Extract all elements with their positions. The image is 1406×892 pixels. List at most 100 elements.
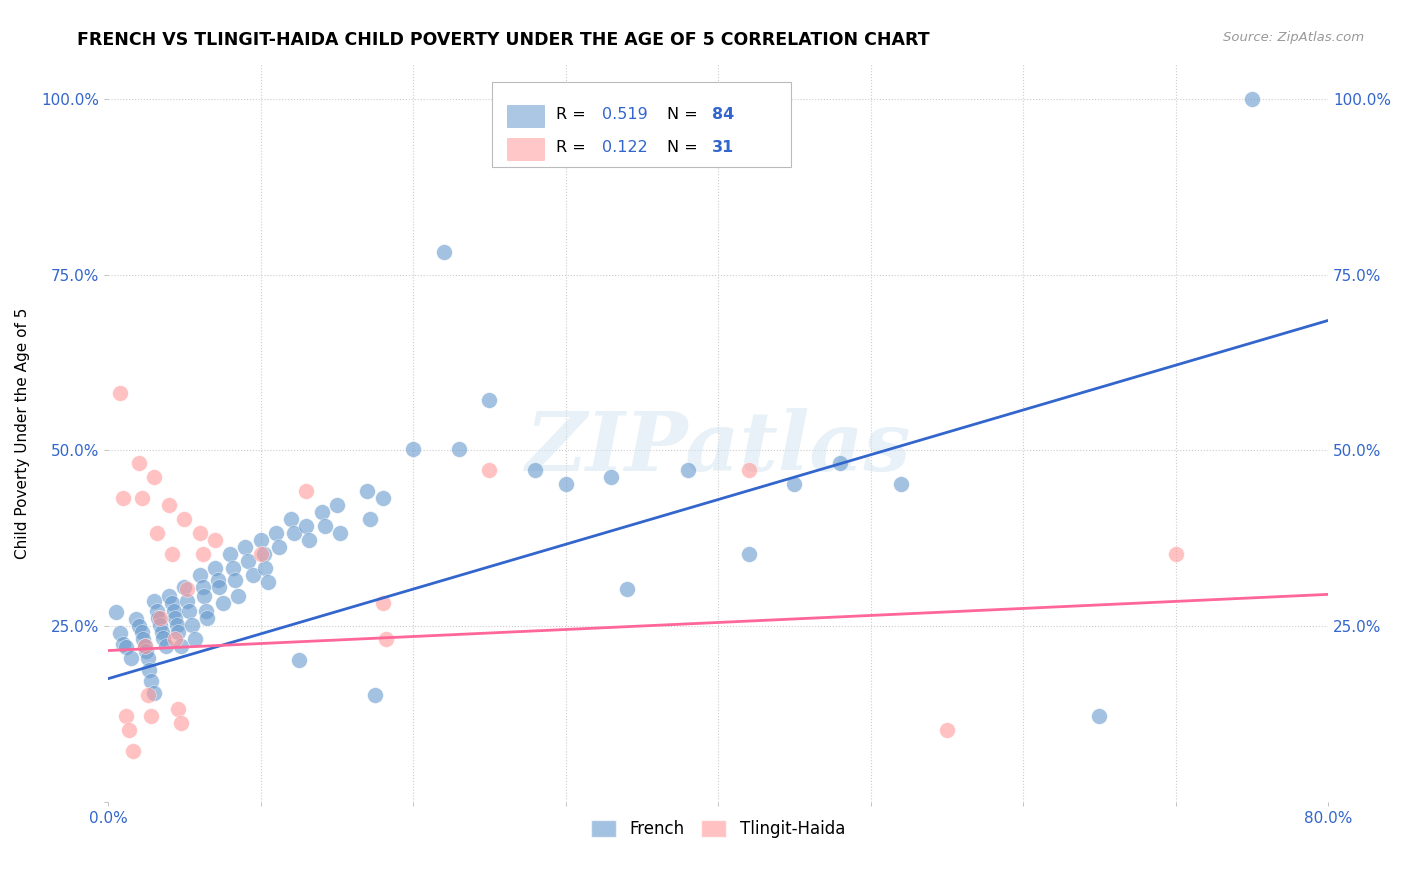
Text: ZIPatlas: ZIPatlas bbox=[526, 408, 911, 488]
Point bbox=[184, 632, 207, 646]
Point bbox=[222, 561, 245, 575]
Point bbox=[170, 715, 193, 730]
Point bbox=[152, 631, 174, 645]
Point bbox=[176, 582, 198, 597]
Point bbox=[176, 594, 198, 608]
Point bbox=[478, 392, 501, 407]
Point bbox=[173, 512, 195, 526]
Point bbox=[181, 617, 204, 632]
Point bbox=[264, 526, 287, 541]
Point bbox=[148, 610, 170, 624]
Point bbox=[146, 603, 169, 617]
Point bbox=[134, 639, 156, 653]
Text: 84: 84 bbox=[711, 107, 734, 121]
Point bbox=[298, 533, 321, 548]
Point bbox=[295, 519, 318, 533]
Point bbox=[110, 626, 132, 640]
Point bbox=[157, 498, 180, 512]
Point bbox=[132, 632, 155, 646]
Point bbox=[208, 580, 231, 594]
Point bbox=[524, 463, 547, 477]
Point bbox=[254, 561, 277, 575]
Point bbox=[194, 603, 217, 617]
Point bbox=[890, 477, 912, 491]
Point bbox=[267, 541, 290, 555]
Point bbox=[830, 456, 852, 470]
Point bbox=[149, 617, 172, 632]
Point bbox=[326, 498, 349, 512]
Text: R =: R = bbox=[555, 140, 591, 155]
Point bbox=[219, 547, 242, 561]
Bar bbox=[508, 137, 544, 160]
Point bbox=[136, 650, 159, 665]
Point bbox=[737, 463, 759, 477]
Point bbox=[131, 491, 153, 505]
Point bbox=[135, 643, 157, 657]
Text: Source: ZipAtlas.com: Source: ZipAtlas.com bbox=[1223, 31, 1364, 45]
Point bbox=[447, 442, 470, 456]
Point bbox=[359, 512, 381, 526]
Point bbox=[211, 597, 233, 611]
Point bbox=[1240, 92, 1263, 106]
Point bbox=[150, 624, 173, 639]
Point bbox=[124, 612, 146, 626]
Point bbox=[136, 688, 159, 702]
Point bbox=[311, 505, 333, 519]
Point bbox=[104, 605, 127, 619]
Point bbox=[166, 617, 188, 632]
Text: R =: R = bbox=[555, 107, 591, 121]
Point bbox=[935, 723, 957, 737]
Point bbox=[371, 597, 394, 611]
Point bbox=[402, 442, 425, 456]
Point bbox=[115, 640, 138, 654]
Point bbox=[600, 470, 623, 484]
Text: 0.519: 0.519 bbox=[602, 107, 648, 121]
Point bbox=[165, 610, 187, 624]
Point bbox=[226, 590, 249, 604]
Point bbox=[170, 639, 193, 653]
Point bbox=[112, 491, 135, 505]
Point bbox=[478, 463, 501, 477]
Point bbox=[160, 597, 183, 611]
Point bbox=[329, 526, 352, 541]
Legend: French, Tlingit-Haida: French, Tlingit-Haida bbox=[585, 814, 852, 845]
Point bbox=[204, 533, 226, 548]
Point bbox=[167, 702, 190, 716]
Point bbox=[163, 603, 186, 617]
Point bbox=[257, 575, 280, 590]
Point bbox=[249, 533, 271, 548]
Point bbox=[224, 574, 246, 588]
Point bbox=[112, 636, 135, 650]
Point bbox=[173, 580, 195, 594]
Point bbox=[195, 610, 218, 624]
Point bbox=[1088, 709, 1111, 723]
Point bbox=[616, 582, 638, 597]
Point bbox=[737, 547, 759, 561]
Point bbox=[121, 744, 143, 758]
Y-axis label: Child Poverty Under the Age of 5: Child Poverty Under the Age of 5 bbox=[15, 307, 30, 558]
Text: FRENCH VS TLINGIT-HAIDA CHILD POVERTY UNDER THE AGE OF 5 CORRELATION CHART: FRENCH VS TLINGIT-HAIDA CHILD POVERTY UN… bbox=[77, 31, 929, 49]
Point bbox=[783, 477, 806, 491]
Text: 31: 31 bbox=[711, 140, 734, 155]
Text: N =: N = bbox=[666, 107, 703, 121]
Point bbox=[253, 547, 276, 561]
Point bbox=[314, 519, 336, 533]
Point bbox=[287, 653, 309, 667]
Point bbox=[295, 484, 318, 499]
Point bbox=[235, 541, 257, 555]
Point bbox=[207, 574, 229, 588]
Point bbox=[371, 491, 394, 505]
Point bbox=[118, 723, 141, 737]
Bar bbox=[508, 104, 544, 127]
Point bbox=[188, 526, 211, 541]
Point bbox=[676, 463, 699, 477]
Point bbox=[139, 673, 162, 688]
Point bbox=[364, 688, 387, 702]
Point bbox=[554, 477, 576, 491]
Point bbox=[356, 484, 378, 499]
Point bbox=[191, 547, 214, 561]
Text: 0.122: 0.122 bbox=[602, 140, 648, 155]
Point bbox=[142, 686, 165, 700]
Point bbox=[142, 470, 165, 484]
Point bbox=[142, 594, 165, 608]
